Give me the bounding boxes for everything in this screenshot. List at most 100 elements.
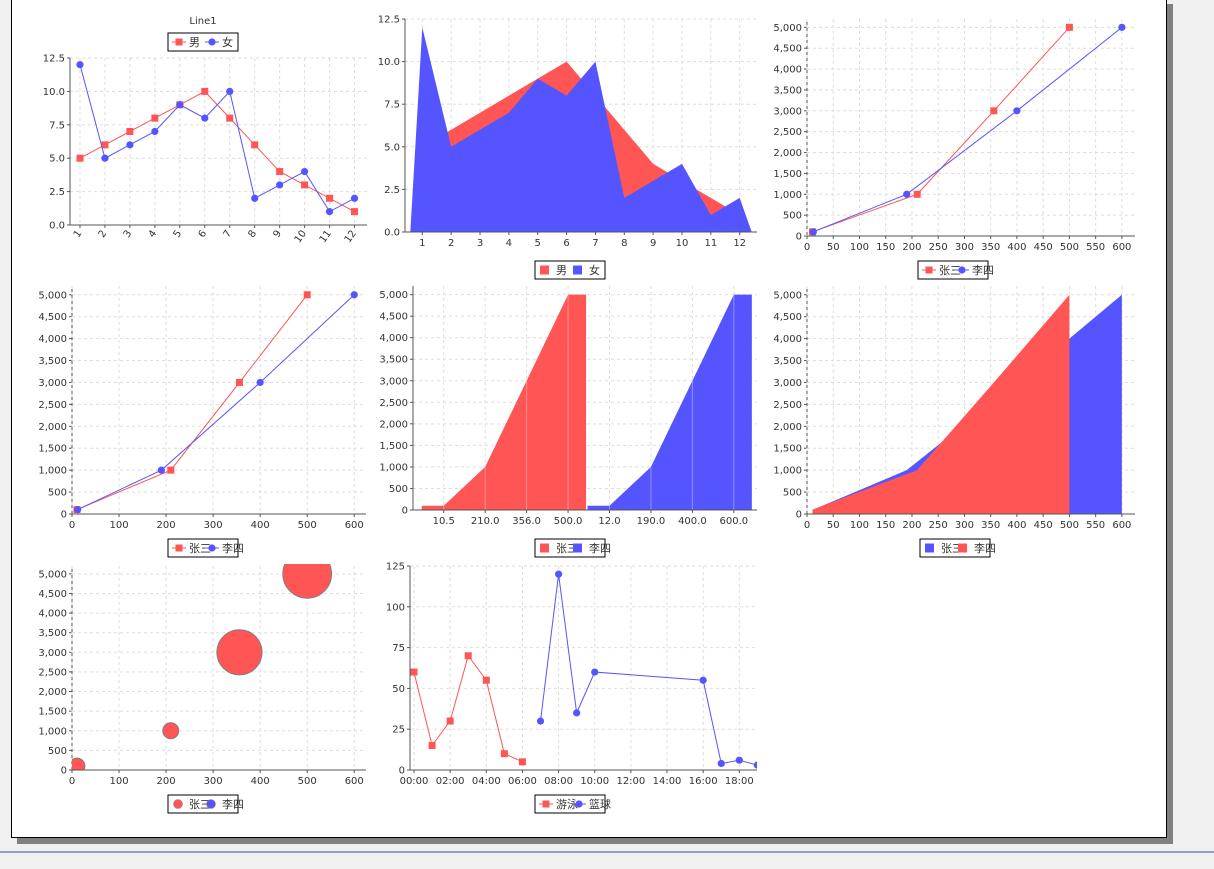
data-point — [126, 127, 134, 135]
x-tick-label: 600 — [1112, 242, 1131, 253]
y-tick-label: 500 — [389, 484, 408, 495]
x-tick-label: 08:00 — [544, 776, 573, 787]
x-tick-label: 250 — [929, 242, 948, 253]
data-point — [276, 181, 284, 189]
series-line-2 — [77, 294, 355, 511]
y-tick-label: 0 — [61, 510, 67, 521]
legend-entry-0: 游泳 — [556, 797, 578, 811]
x-tick-label: 500 — [1060, 242, 1079, 253]
y-tick-label: 5,000 — [38, 569, 67, 580]
legend-entry-0: 男 — [189, 36, 200, 49]
chart-3: 05001,0001,5002,0002,5003,0003,5004,0004… — [773, 19, 1135, 280]
y-tick-label: 3,500 — [379, 355, 408, 366]
data-point — [126, 141, 134, 149]
y-tick-label: 4,000 — [38, 334, 67, 345]
y-tick-label: 3,500 — [773, 85, 802, 96]
x-tick-label: 210.0 — [471, 516, 500, 527]
y-tick-label: 3,000 — [38, 378, 67, 389]
x-tick-label: 6 — [563, 238, 569, 249]
data-point — [235, 378, 243, 386]
legend-marker — [925, 266, 933, 274]
x-tick-label: 6 — [197, 228, 210, 240]
x-tick-label: 9 — [271, 228, 284, 240]
x-tick-label: 600 — [1112, 520, 1131, 531]
x-tick-label: 3 — [122, 228, 135, 240]
plot-area — [809, 23, 1126, 236]
x-tick-label: 350 — [981, 520, 1000, 531]
x-tick-label: 8 — [246, 228, 259, 240]
data-point — [301, 167, 309, 176]
legend-swatch — [540, 265, 549, 275]
y-tick-label: 1,000 — [773, 190, 802, 201]
y-tick-label: 1,000 — [379, 462, 408, 473]
data-point — [482, 676, 490, 684]
chart-4: 0 500 1,000 1,500 2,000 2,500 3,000 3,500 4,000 4… — [38, 286, 366, 558]
y-tick-label: 4,000 — [379, 333, 408, 344]
x-tick-label: 500.0 — [554, 516, 583, 527]
x-tick-label: 0 — [804, 242, 810, 253]
y-tick-label: 75 — [392, 643, 405, 654]
plot-area — [76, 61, 359, 216]
y-tick-label: 125 — [386, 562, 405, 573]
data-point — [500, 750, 508, 758]
data-point — [276, 168, 284, 176]
y-tick-label: 1,000 — [773, 466, 802, 477]
legend-entry-1: 李四 — [222, 541, 244, 555]
x-tick-label: 400 — [1007, 520, 1026, 531]
x-tick-label: 4 — [147, 228, 160, 240]
legend-swatch — [958, 543, 967, 553]
bubble — [162, 722, 180, 740]
x-tick-label: 300 — [955, 242, 974, 253]
series-line-2 — [79, 64, 355, 213]
x-tick-label: 2 — [448, 238, 454, 249]
x-tick-label: 100 — [850, 242, 869, 253]
series-line-1 — [79, 90, 355, 213]
x-tick-label: 10 — [293, 228, 309, 245]
data-point — [913, 190, 921, 198]
x-tick-label: 10.5 — [433, 516, 455, 527]
data-point — [167, 466, 175, 474]
bubble — [72, 757, 86, 770]
y-tick-label: 12.5 — [43, 54, 65, 65]
y-tick-label: 5,000 — [379, 290, 408, 301]
x-tick-label: 450 — [1034, 520, 1053, 531]
status-bar-divider — [0, 851, 1214, 853]
legend-box — [534, 260, 606, 280]
data-point — [518, 758, 526, 766]
y-tick-label: 7.5 — [49, 120, 65, 131]
y-tick-label: 0 — [796, 232, 802, 243]
x-tick-label: 150 — [876, 242, 895, 253]
chart-title: Line1 — [189, 16, 216, 27]
x-tick-label: 50 — [827, 520, 840, 531]
data-point — [251, 141, 259, 149]
x-tick-label: 00:00 — [400, 776, 429, 787]
legend-marker — [208, 544, 216, 552]
legend-marker — [958, 266, 966, 274]
data-point — [753, 761, 757, 769]
y-tick-label: 2,000 — [773, 422, 802, 433]
y-tick-label: 2,000 — [379, 419, 408, 430]
y-tick-label: 25 — [392, 725, 405, 736]
data-point — [990, 107, 998, 115]
y-tick-label: 0 — [402, 506, 408, 517]
chart-2: 0.02.55.07.510.012.51 2 3 4 5 6 7 8 9 10 11 12男女 — [378, 15, 757, 280]
data-point — [809, 228, 817, 236]
x-tick-label: 0 — [804, 520, 810, 531]
y-tick-label: 4,500 — [38, 312, 67, 323]
data-point — [536, 717, 545, 725]
data-point — [1118, 23, 1126, 31]
data-point — [699, 676, 707, 684]
data-point — [410, 668, 418, 676]
area-2 — [812, 294, 1070, 514]
y-tick-label: 4,500 — [773, 312, 802, 323]
legend-marker — [173, 799, 183, 809]
x-tick-label: 100 — [850, 520, 869, 531]
y-tick-label: 0 — [61, 766, 67, 777]
y-tick-label: 7.5 — [384, 100, 400, 111]
x-tick-label: 400 — [251, 776, 270, 787]
x-tick-label: 8 — [621, 238, 627, 249]
data-point — [717, 759, 725, 768]
x-tick-label: 10:00 — [580, 776, 609, 787]
x-tick-label: 250 — [929, 520, 948, 531]
